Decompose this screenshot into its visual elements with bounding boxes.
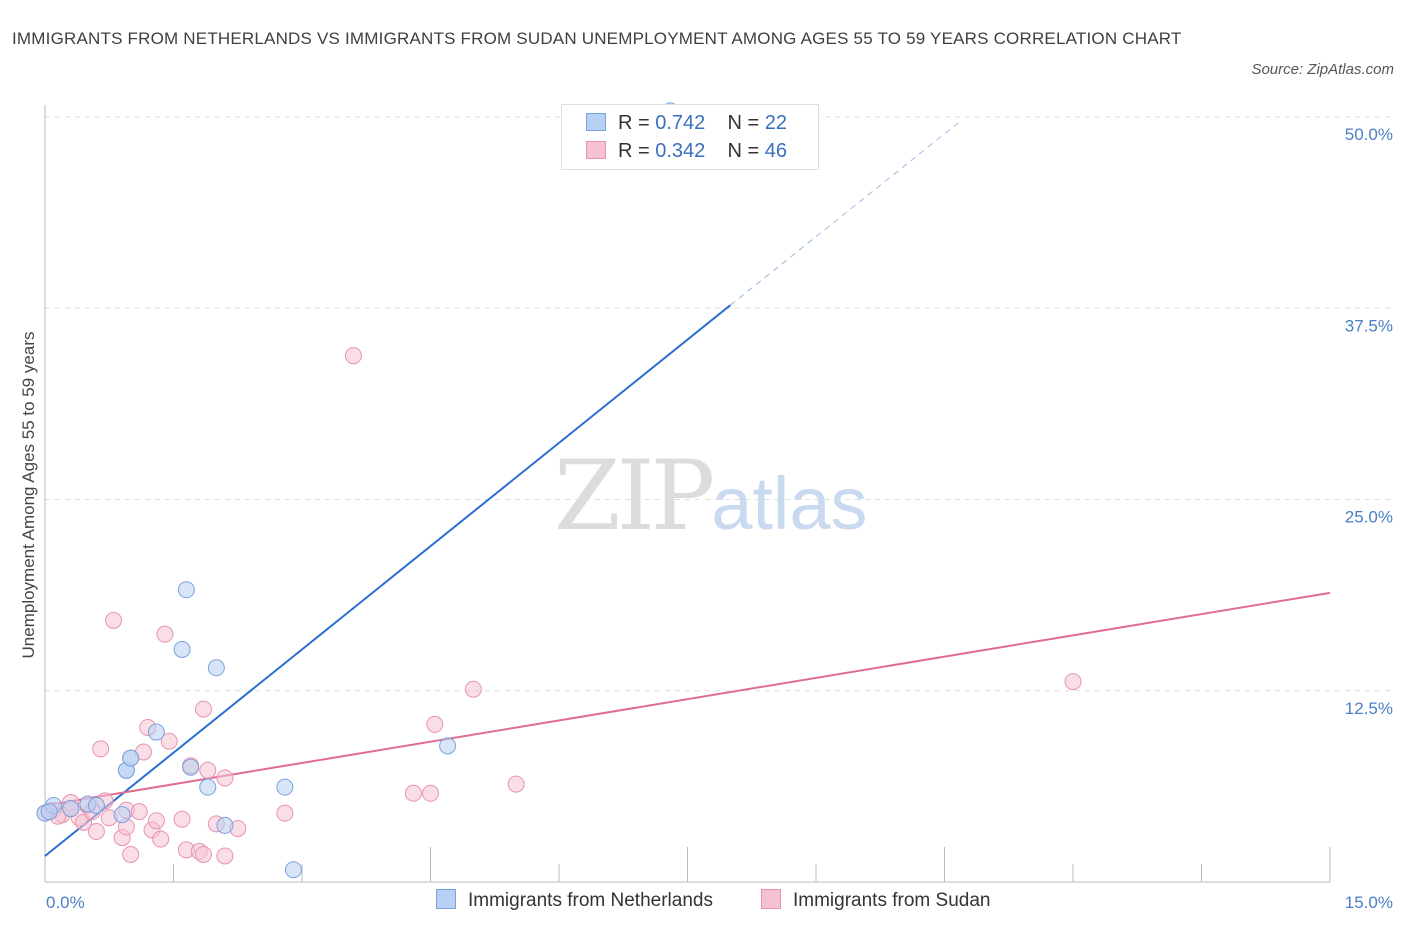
sudan-swatch xyxy=(586,141,606,159)
sudan-point xyxy=(147,812,165,830)
y-tick-label: 25.0% xyxy=(1345,508,1393,527)
netherlands-point xyxy=(439,737,457,755)
netherlands-r-value: 0.742 xyxy=(655,112,706,134)
sudan-n-label: N = xyxy=(727,140,760,162)
sudan-point xyxy=(122,845,140,863)
netherlands-trend-extension xyxy=(730,119,962,306)
sudan-point xyxy=(344,347,362,365)
netherlands-point xyxy=(87,797,105,814)
sudan-point xyxy=(1064,673,1082,691)
x-tick-label: 15.0% xyxy=(1345,893,1393,912)
data-points xyxy=(36,102,1082,879)
axis-labels: 12.5% 25.0% 37.5% 50.0% 0.0% 15.0% Unemploymen… xyxy=(19,125,1393,912)
netherlands-point xyxy=(182,758,200,776)
source-label: Source: ZipAtlas.com xyxy=(1251,61,1394,78)
watermark-atlas: atlas xyxy=(711,462,868,545)
sudan-r-label: R = xyxy=(618,140,650,162)
sudan-point xyxy=(464,680,482,698)
legend-row-sudan: R = 0.342 N = 46 xyxy=(586,140,787,166)
sudan-point xyxy=(404,784,422,802)
netherlands-n-value: 22 xyxy=(764,112,788,134)
trend-lines xyxy=(44,119,1331,857)
bottom-legend-netherlands: Immigrants from Netherlands xyxy=(436,889,713,912)
sudan-trend-line xyxy=(44,591,1331,807)
sudan-point xyxy=(160,732,178,750)
sudan-point xyxy=(173,810,191,828)
netherlands-point xyxy=(173,640,191,658)
sudan-point xyxy=(216,769,234,787)
watermark: ZIPatlas xyxy=(554,440,868,552)
netherlands-point xyxy=(199,778,217,796)
netherlands-n-label: N = xyxy=(727,112,760,134)
y-axis-title: Unemployment Among Ages 55 to 59 years xyxy=(19,332,38,659)
netherlands-point xyxy=(177,581,195,599)
sudan-point xyxy=(130,803,148,821)
legend-row-netherlands: R = 0.742 N = 22 xyxy=(586,112,787,138)
sudan-n-value: 46 xyxy=(764,140,788,162)
bottom-netherlands-swatch xyxy=(436,889,456,909)
netherlands-point xyxy=(62,800,80,818)
axes xyxy=(44,105,1331,883)
netherlands-point xyxy=(40,803,58,821)
sudan-point xyxy=(426,715,444,733)
netherlands-point xyxy=(113,806,131,824)
sudan-point xyxy=(422,784,439,802)
netherlands-swatch xyxy=(586,113,606,131)
netherlands-point xyxy=(284,861,302,879)
bottom-netherlands-label: Immigrants from Netherlands xyxy=(468,890,713,911)
bottom-legend-sudan: Immigrants from Sudan xyxy=(761,889,990,912)
sudan-point xyxy=(92,740,110,758)
sudan-point xyxy=(507,775,525,793)
x-tick-label: 0.0% xyxy=(46,893,85,912)
sudan-point xyxy=(87,823,105,841)
sudan-point xyxy=(199,761,217,779)
sudan-point xyxy=(156,625,174,643)
sudan-r-value: 0.342 xyxy=(655,140,706,162)
netherlands-point xyxy=(216,816,234,834)
chart-title: IMMIGRANTS FROM NETHERLANDS VS IMMIGRANT… xyxy=(12,29,1182,48)
netherlands-point xyxy=(122,749,140,767)
y-tick-label: 50.0% xyxy=(1345,125,1393,144)
stats-legend: R = 0.742 N = 22 R = 0.342 N = 46 xyxy=(561,104,819,170)
netherlands-point xyxy=(147,723,165,741)
sudan-point xyxy=(105,611,123,629)
sudan-point xyxy=(194,845,212,863)
y-tick-label: 37.5% xyxy=(1345,316,1393,335)
sudan-point xyxy=(276,804,294,822)
netherlands-point xyxy=(207,659,225,677)
sudan-point xyxy=(216,847,234,865)
sudan-point xyxy=(152,830,170,848)
y-tick-label: 12.5% xyxy=(1345,699,1393,718)
netherlands-r-label: R = xyxy=(618,112,650,134)
bottom-sudan-swatch xyxy=(761,889,781,909)
sudan-point xyxy=(194,700,212,718)
netherlands-trend-line xyxy=(44,304,731,857)
watermark-zip: ZIP xyxy=(554,440,715,552)
netherlands-point xyxy=(276,778,294,796)
bottom-sudan-label: Immigrants from Sudan xyxy=(793,890,991,911)
grid-lines xyxy=(45,116,1395,692)
